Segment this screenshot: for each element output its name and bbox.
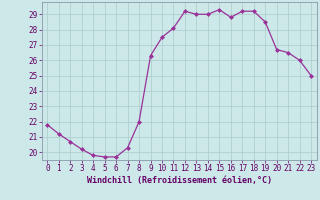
X-axis label: Windchill (Refroidissement éolien,°C): Windchill (Refroidissement éolien,°C) [87, 176, 272, 185]
